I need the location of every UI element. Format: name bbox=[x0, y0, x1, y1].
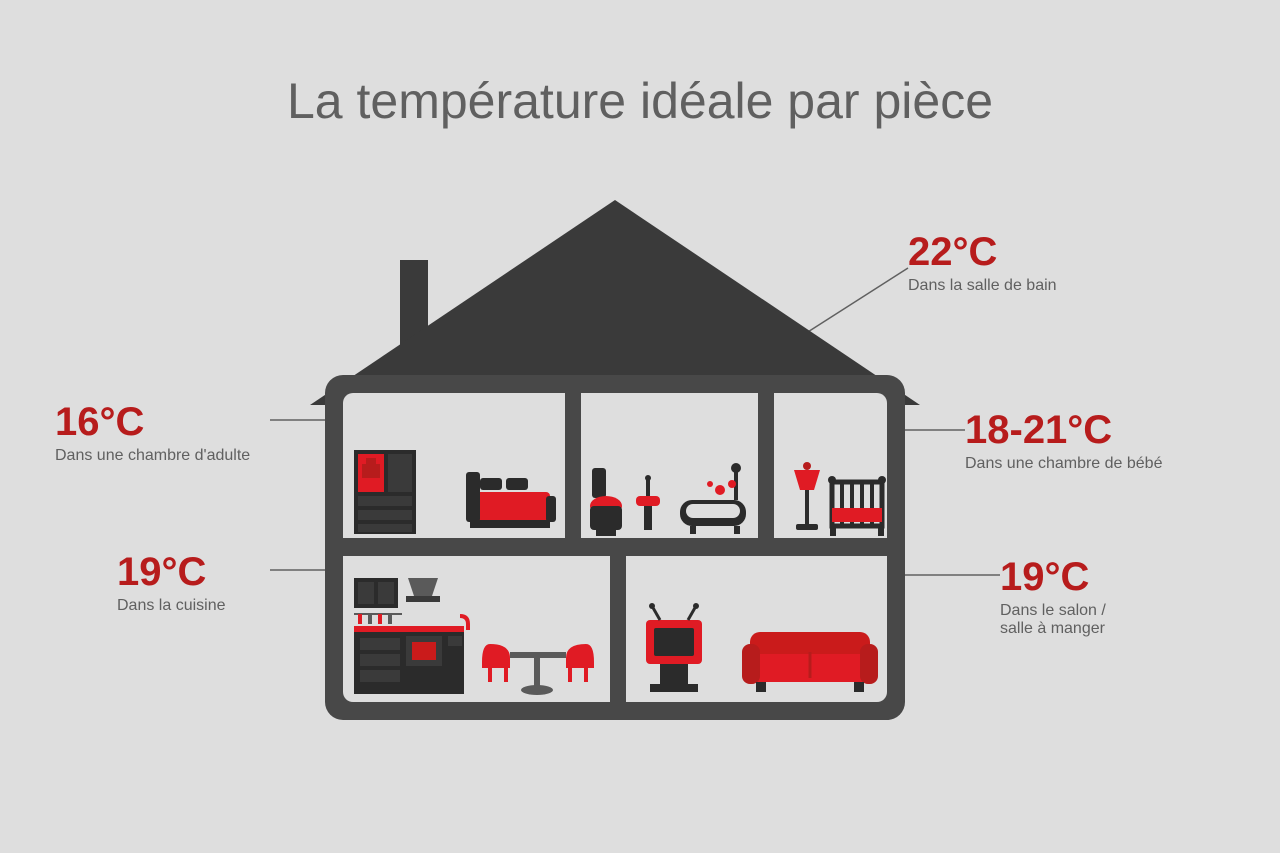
callout-bathroom: 22°C Dans la salle de bain bbox=[908, 230, 1057, 295]
temperature-adult_bedroom: 16°C bbox=[55, 400, 250, 445]
house-diagram bbox=[310, 200, 920, 730]
description-adult_bedroom: Dans une chambre d'adulte bbox=[55, 447, 250, 465]
temperature-kitchen: 19°C bbox=[117, 550, 226, 595]
upper-wall-2 bbox=[758, 390, 774, 542]
callout-adult_bedroom: 16°C Dans une chambre d'adulte bbox=[55, 400, 250, 465]
page-title: La température idéale par pièce bbox=[287, 72, 993, 130]
callout-baby_bedroom: 18-21°C Dans une chambre de bébé bbox=[965, 408, 1162, 473]
upper-wall-1 bbox=[565, 390, 581, 542]
description-living_room: Dans le salon / salle à manger bbox=[1000, 602, 1106, 638]
description-bathroom: Dans la salle de bain bbox=[908, 277, 1057, 295]
temperature-bathroom: 22°C bbox=[908, 230, 1057, 275]
callout-kitchen: 19°C Dans la cuisine bbox=[117, 550, 226, 615]
callout-living_room: 19°CDans le salon / salle à manger bbox=[1000, 555, 1106, 638]
description-baby_bedroom: Dans une chambre de bébé bbox=[965, 455, 1162, 473]
lower-wall bbox=[610, 552, 626, 704]
temperature-living_room: 19°C bbox=[1000, 555, 1106, 600]
description-kitchen: Dans la cuisine bbox=[117, 597, 226, 615]
temperature-baby_bedroom: 18-21°C bbox=[965, 408, 1162, 453]
